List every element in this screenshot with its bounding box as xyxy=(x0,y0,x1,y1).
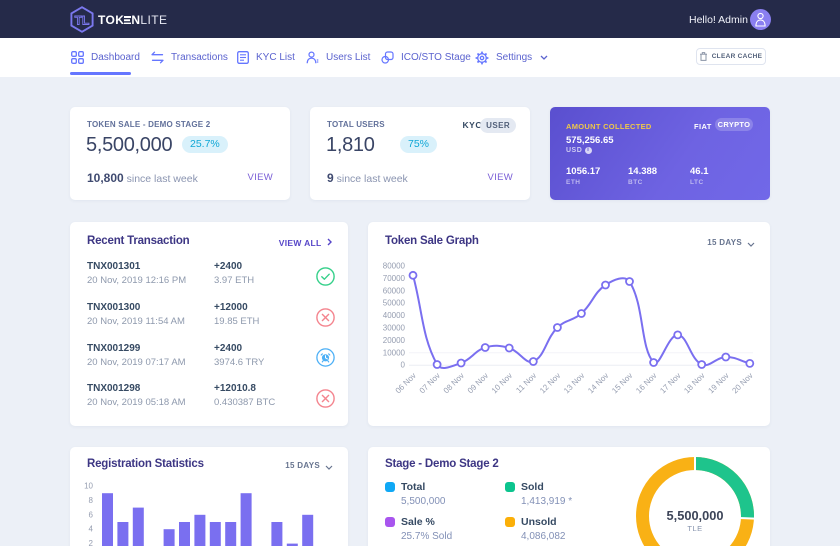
svg-text:80000: 80000 xyxy=(383,262,406,271)
svg-text:6: 6 xyxy=(89,510,94,519)
svg-text:4: 4 xyxy=(89,525,94,534)
svg-text:70000: 70000 xyxy=(383,274,406,283)
svg-text:TLE: TLE xyxy=(687,524,702,533)
svg-text:2: 2 xyxy=(89,539,94,546)
svg-text:06 Nov: 06 Nov xyxy=(394,371,418,395)
svg-text:07 Nov: 07 Nov xyxy=(418,371,442,395)
svg-text:09 Nov: 09 Nov xyxy=(466,371,490,395)
svg-text:5,500,000: 5,500,000 xyxy=(667,508,724,523)
svg-text:30000: 30000 xyxy=(383,324,406,333)
svg-text:60000: 60000 xyxy=(383,286,406,295)
svg-text:08 Nov: 08 Nov xyxy=(442,371,466,395)
svg-text:10 Nov: 10 Nov xyxy=(490,371,514,395)
svg-text:50000: 50000 xyxy=(383,299,406,308)
svg-text:16 Nov: 16 Nov xyxy=(634,371,658,395)
svg-text:11 Nov: 11 Nov xyxy=(514,371,538,395)
svg-text:10: 10 xyxy=(84,482,93,491)
svg-text:20 Nov: 20 Nov xyxy=(730,371,754,395)
svg-text:10000: 10000 xyxy=(383,348,406,357)
svg-text:8: 8 xyxy=(89,496,94,505)
svg-text:14 Nov: 14 Nov xyxy=(586,371,610,395)
svg-text:17 Nov: 17 Nov xyxy=(658,371,682,395)
svg-text:TL: TL xyxy=(75,13,90,27)
svg-text:12 Nov: 12 Nov xyxy=(538,371,562,395)
svg-text:13 Nov: 13 Nov xyxy=(562,371,586,395)
svg-text:19 Nov: 19 Nov xyxy=(706,371,730,395)
svg-text:0: 0 xyxy=(401,361,406,370)
svg-text:20000: 20000 xyxy=(383,336,406,345)
svg-text:18 Nov: 18 Nov xyxy=(682,371,706,395)
svg-text:40000: 40000 xyxy=(383,311,406,320)
svg-text:15 Nov: 15 Nov xyxy=(610,371,634,395)
